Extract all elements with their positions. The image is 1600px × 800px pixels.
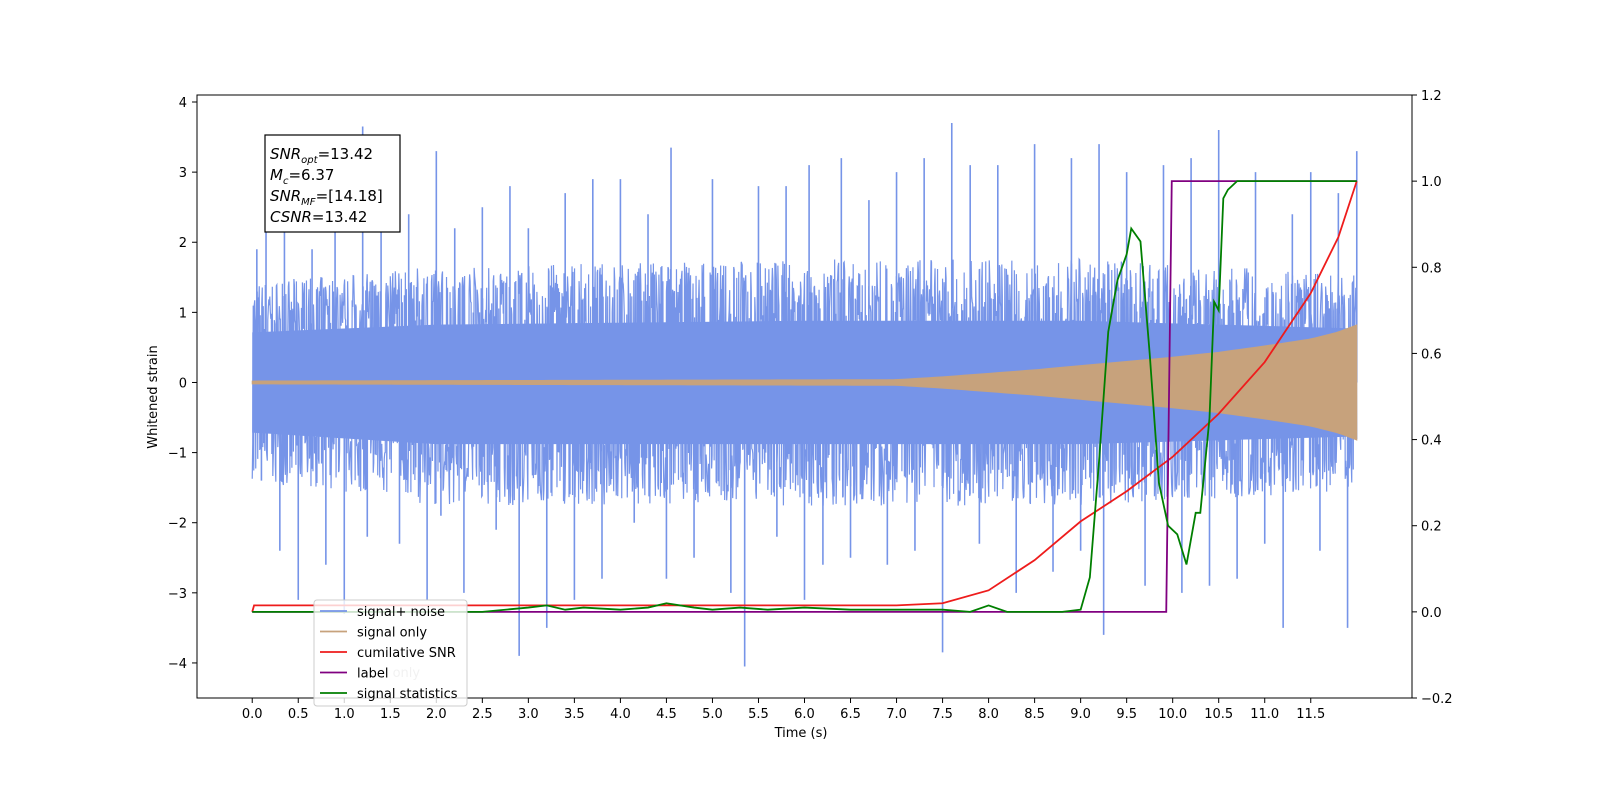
y2-tick-label: 1.2 [1421,89,1442,104]
y-tick-label: −3 [168,587,187,602]
y2-tick-label: 0.0 [1421,606,1442,621]
x-tick-label: 9.0 [1070,707,1091,722]
y-axis-right: 1.2 1.0 0.8 0.6 0.4 0.2 0.0 −0.2 [1412,89,1453,707]
x-tick-label: 5.5 [748,707,769,722]
x-tick-label: 10.5 [1204,707,1233,722]
y-tick-label: 1 [179,306,187,321]
x-tick-label: 0.0 [242,707,263,722]
annotation-line: SNRopt=13.42 [270,145,373,166]
x-tick-label: 8.5 [1024,707,1045,722]
y2-tick-label: −0.2 [1421,692,1453,707]
annotation-frame [264,134,401,233]
x-axis-label: Time (s) [774,726,828,741]
x-axis: 0.0 0.5 1.0 1.5 2.0 2.5 3.0 3.5 4.0 4.5 5.0 5.5 6.0 6… [242,698,1325,722]
x-tick-label: 4.0 [610,707,631,722]
x-tick-label: 10.0 [1158,707,1187,722]
x-tick-label: 4.5 [656,707,677,722]
y-tick-label: −4 [168,657,187,672]
series-signal-only [251,324,1358,441]
x-tick-label: 1.0 [334,707,355,722]
y-tick-label: 3 [179,166,187,181]
y-tick-label: 0 [179,376,187,391]
y-axis-left: 4 3 2 1 0 −1 −2 −3 −4 [168,96,197,672]
y2-tick-label: 0.8 [1421,261,1442,276]
x-tick-label: 11.0 [1250,707,1279,722]
legend-frame [313,599,468,707]
annotation-line: CSNR=13.42 [270,208,367,226]
x-tick-label: 5.0 [702,707,723,722]
plot-area [251,123,1358,667]
x-tick-label: 6.0 [794,707,815,722]
y2-tick-label: 0.2 [1421,520,1442,535]
x-tick-label: 1.5 [380,707,401,722]
legend-entry: cumilative SNR [357,646,456,661]
x-tick-label: 0.5 [288,707,309,722]
y-tick-label: 2 [179,236,187,251]
legend-entry: signal+ noise [357,605,445,620]
legend-entry: label [357,667,388,682]
y-tick-label: 4 [179,96,187,111]
legend-entry: signal statistics [357,687,458,702]
y-axis-label: Whitened strain [146,345,161,448]
x-tick-label: 2.5 [472,707,493,722]
y2-tick-label: 0.4 [1421,434,1442,449]
x-tick-label: 7.0 [886,707,907,722]
x-tick-label: 6.5 [840,707,861,722]
y2-tick-label: 0.6 [1421,347,1442,362]
x-tick-label: 7.5 [932,707,953,722]
y-tick-label: −1 [168,447,187,462]
x-tick-label: 2.0 [426,707,447,722]
annotation-line: Mc=6.37 [270,166,334,187]
x-tick-label: 3.0 [518,707,539,722]
x-tick-label: 11.5 [1296,707,1325,722]
series-signal-statistics [252,180,1357,613]
annotation-line: SNRMF=[14.18] [270,187,383,208]
y-tick-label: −2 [168,517,187,532]
y2-tick-label: 1.0 [1421,175,1442,190]
x-tick-label: 3.5 [564,707,585,722]
x-tick-label: 8.0 [978,707,999,722]
x-tick-label: 9.5 [1116,707,1137,722]
annotation-box: SNRopt=13.42Mc=6.37SNRMF=[14.18]CSNR=13.… [264,134,401,233]
series-cumulative-snr [251,180,1358,613]
legend-entry: signal only [357,626,427,641]
